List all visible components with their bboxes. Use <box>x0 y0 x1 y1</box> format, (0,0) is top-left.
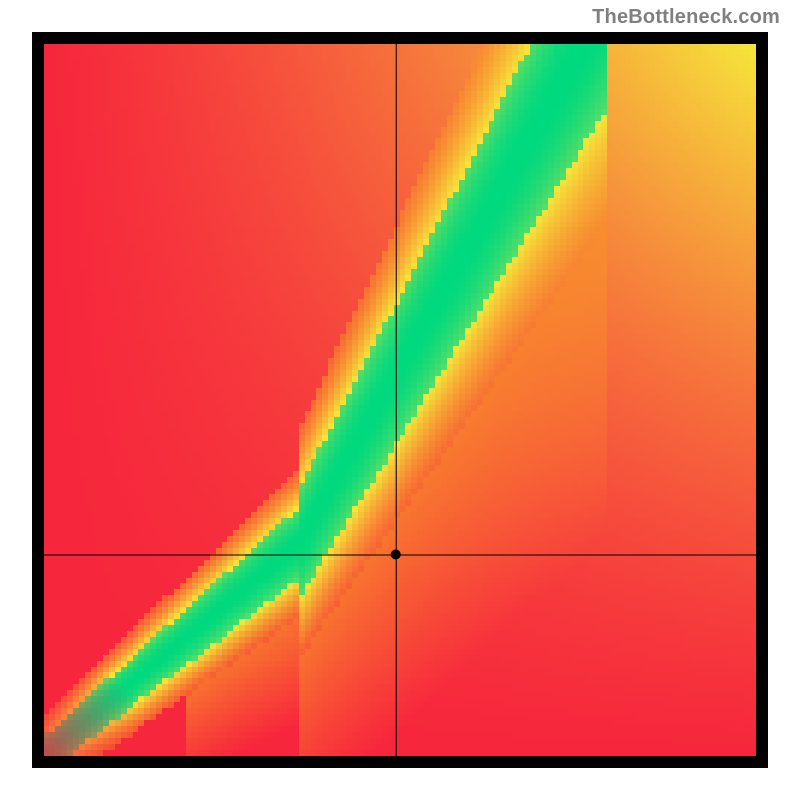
heatmap-canvas <box>44 44 756 756</box>
plot-frame <box>32 32 768 768</box>
image-root: TheBottleneck.com <box>0 0 800 800</box>
attribution-label: TheBottleneck.com <box>592 6 780 29</box>
